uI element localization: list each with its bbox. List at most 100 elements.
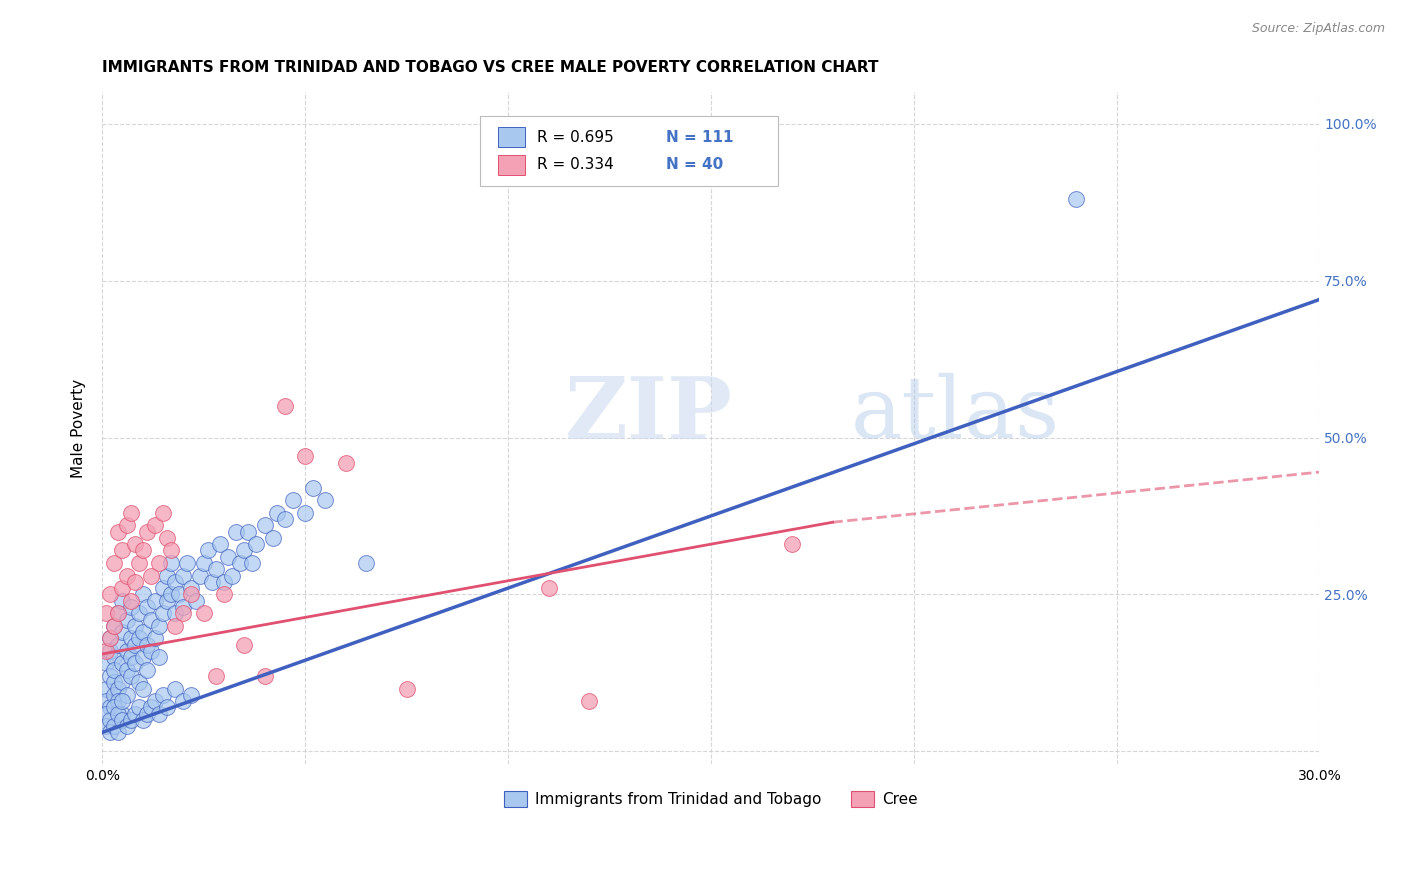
Point: [132, 543, 155, 558]
Point: [281, 493, 304, 508]
Point: [180, 688, 202, 702]
Point: [266, 506, 288, 520]
Point: [115, 719, 138, 733]
Point: [115, 613, 138, 627]
Point: [314, 493, 336, 508]
Point: [139, 613, 162, 627]
Point: [238, 524, 260, 539]
Point: [103, 663, 125, 677]
Point: [143, 632, 166, 646]
Point: [107, 706, 129, 721]
Point: [124, 657, 146, 671]
Point: [98, 632, 121, 646]
Point: [120, 632, 142, 646]
Point: [233, 638, 256, 652]
Point: [96, 719, 118, 733]
Point: [172, 694, 194, 708]
Point: [172, 568, 194, 582]
Point: [172, 599, 194, 614]
Text: R = 0.334: R = 0.334: [537, 158, 613, 172]
Point: [107, 638, 129, 652]
Point: [208, 537, 231, 551]
Point: [111, 706, 134, 721]
Legend: Immigrants from Trinidad and Tobago, Cree: Immigrants from Trinidad and Tobago, Cre…: [498, 785, 924, 814]
Point: [103, 675, 125, 690]
Point: [111, 713, 134, 727]
Text: atlas: atlas: [851, 373, 1060, 457]
Point: [98, 587, 121, 601]
Point: [302, 481, 325, 495]
Point: [115, 644, 138, 658]
Point: [96, 644, 118, 658]
Point: [103, 619, 125, 633]
Point: [107, 725, 129, 739]
Text: Source: ZipAtlas.com: Source: ZipAtlas.com: [1251, 22, 1385, 36]
Point: [124, 537, 146, 551]
Point: [111, 657, 134, 671]
Point: [139, 644, 162, 658]
Point: [165, 606, 187, 620]
Point: [103, 556, 125, 570]
Point: [111, 694, 134, 708]
Point: [221, 568, 243, 582]
Point: [180, 587, 202, 601]
Point: [111, 675, 134, 690]
Point: [184, 593, 207, 607]
Point: [172, 606, 194, 620]
Point: [205, 562, 228, 576]
Point: [111, 543, 134, 558]
Point: [135, 663, 157, 677]
Text: IMMIGRANTS FROM TRINIDAD AND TOBAGO VS CREE MALE POVERTY CORRELATION CHART: IMMIGRANTS FROM TRINIDAD AND TOBAGO VS C…: [103, 60, 879, 75]
Point: [120, 593, 142, 607]
Point: [165, 681, 187, 696]
Point: [103, 650, 125, 665]
Point: [115, 663, 138, 677]
Point: [578, 694, 600, 708]
Point: [225, 524, 247, 539]
Point: [96, 657, 118, 671]
Point: [111, 593, 134, 607]
Point: [103, 700, 125, 714]
Point: [335, 456, 357, 470]
Point: [212, 587, 235, 601]
Point: [262, 531, 284, 545]
Point: [160, 556, 183, 570]
Point: [143, 518, 166, 533]
Text: N = 111: N = 111: [666, 130, 734, 145]
Point: [274, 512, 297, 526]
Point: [294, 450, 316, 464]
Point: [253, 669, 276, 683]
Point: [103, 688, 125, 702]
Text: ZIP: ZIP: [565, 373, 733, 457]
Point: [152, 606, 174, 620]
Point: [132, 681, 155, 696]
Point: [132, 650, 155, 665]
Point: [156, 568, 179, 582]
Point: [96, 681, 118, 696]
Point: [103, 619, 125, 633]
Point: [156, 700, 179, 714]
Point: [229, 556, 252, 570]
Point: [128, 556, 150, 570]
Y-axis label: Male Poverty: Male Poverty: [72, 378, 86, 478]
Point: [152, 506, 174, 520]
Point: [395, 681, 418, 696]
Point: [128, 675, 150, 690]
Point: [537, 581, 560, 595]
Point: [156, 531, 179, 545]
FancyBboxPatch shape: [479, 116, 778, 186]
Text: N = 40: N = 40: [666, 158, 723, 172]
Point: [176, 556, 198, 570]
Point: [107, 694, 129, 708]
Point: [132, 587, 155, 601]
Point: [143, 593, 166, 607]
Point: [98, 700, 121, 714]
Point: [111, 625, 134, 640]
Point: [205, 669, 228, 683]
Point: [193, 606, 215, 620]
Point: [148, 706, 170, 721]
Point: [135, 638, 157, 652]
Point: [233, 543, 256, 558]
FancyBboxPatch shape: [498, 155, 524, 175]
Point: [1064, 192, 1087, 206]
